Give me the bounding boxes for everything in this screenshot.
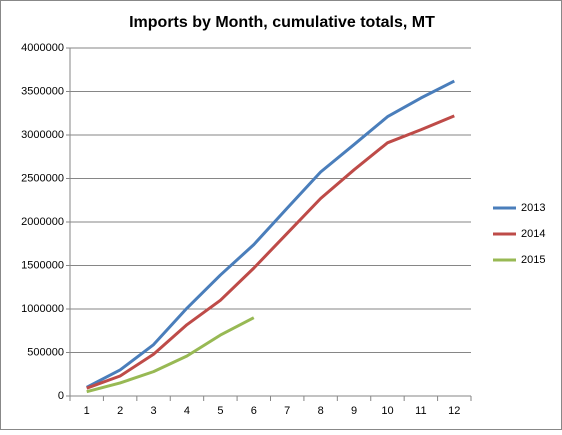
series-line bbox=[86, 316, 255, 394]
y-tick-label: 0 bbox=[58, 390, 64, 402]
x-tick-label: 7 bbox=[284, 405, 290, 417]
x-tick-label: 12 bbox=[448, 405, 460, 417]
x-tick-label: 6 bbox=[251, 405, 257, 417]
x-tick-label: 4 bbox=[184, 405, 190, 417]
chart-title: Imports by Month, cumulative totals, MT bbox=[129, 14, 435, 31]
y-tick-label: 1000000 bbox=[21, 303, 64, 315]
legend-label: 2013 bbox=[521, 202, 545, 214]
y-tick-label: 2500000 bbox=[21, 172, 64, 184]
x-tick-label: 9 bbox=[351, 405, 357, 417]
y-tick-label: 3000000 bbox=[21, 129, 64, 141]
x-tick-label: 11 bbox=[415, 405, 426, 417]
x-tick-label: 3 bbox=[150, 405, 156, 417]
y-tick-label: 4000000 bbox=[21, 42, 64, 54]
y-tick-label: 2000000 bbox=[21, 216, 64, 228]
series-line bbox=[86, 114, 455, 390]
y-tick-label: 500000 bbox=[27, 346, 64, 358]
x-tick-label: 5 bbox=[217, 405, 223, 417]
x-tick-label: 8 bbox=[318, 405, 324, 417]
series-line bbox=[86, 79, 455, 389]
x-tick-label: 1 bbox=[84, 405, 90, 417]
x-tick-label: 10 bbox=[381, 405, 393, 417]
legend-label: 2014 bbox=[521, 228, 545, 240]
x-tick-label: 2 bbox=[117, 405, 123, 417]
y-tick-label: 1500000 bbox=[21, 259, 64, 271]
y-tick-label: 3500000 bbox=[21, 85, 64, 97]
legend-label: 2015 bbox=[521, 254, 545, 266]
